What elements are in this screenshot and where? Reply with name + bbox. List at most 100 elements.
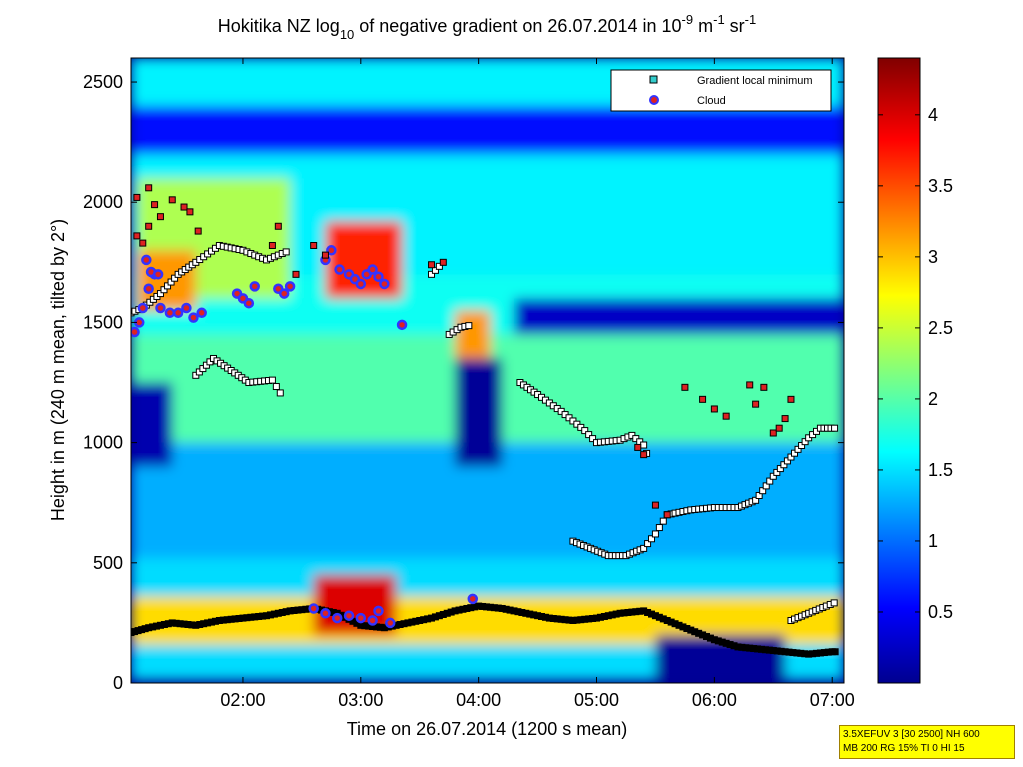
gradient-minimum-marker xyxy=(794,445,802,453)
x-axis-label: Time on 26.07.2014 (1200 s mean) xyxy=(347,719,628,739)
gradient-minimum-marker xyxy=(766,477,774,485)
y-tick-label: 1500 xyxy=(83,312,123,332)
cloud-square-marker xyxy=(168,196,176,204)
x-axis: 02:00 03:00 04:00 05:00 06:00 07:00 xyxy=(220,58,855,710)
colorbar-tick-label: 1 xyxy=(928,531,938,551)
cloud-marker xyxy=(284,281,296,292)
gradient-minimum-marker xyxy=(171,274,179,282)
cloud-square-marker xyxy=(156,213,164,221)
gradient-minimum-marker xyxy=(798,442,806,449)
gradient-minimum-marker xyxy=(759,487,767,495)
cloud-marker xyxy=(373,271,384,282)
gradient-minimum-marker xyxy=(160,286,168,294)
gradient-minimum-marker xyxy=(644,540,652,548)
cloud-square-marker xyxy=(145,222,153,230)
cloud-square-marker xyxy=(699,395,707,403)
heat-region-14 xyxy=(514,298,844,335)
colorbar-tick-label: 2 xyxy=(928,389,938,409)
gradient-minimum-marker xyxy=(589,435,597,443)
legend-label-gradient-minimum: Gradient local minimum xyxy=(697,75,813,87)
cloud-square-marker xyxy=(722,412,730,420)
gradient-minimum-marker xyxy=(465,322,473,330)
gradient-minimum-marker xyxy=(659,517,667,525)
cloud-square-marker xyxy=(180,203,188,211)
x-tick-label: 05:00 xyxy=(574,690,619,710)
cloud-marker xyxy=(396,319,408,331)
cloud-square-marker xyxy=(186,208,194,216)
colorbar-tick-label: 4 xyxy=(928,105,938,125)
colorbar: 0.5 1 1.5 2 2.5 3 3.5 4 xyxy=(877,57,953,684)
gradient-minimum-marker xyxy=(640,544,648,552)
colorbar-tick-label: 2.5 xyxy=(928,318,953,338)
cloud-square-marker xyxy=(133,193,141,201)
x-tick-label: 02:00 xyxy=(220,690,265,710)
y-tick-label: 2000 xyxy=(83,192,123,212)
legend: Gradient local minimum Cloud xyxy=(610,69,832,112)
colorbar-gradient xyxy=(877,57,921,684)
cloud-square-marker xyxy=(752,400,760,408)
cloud-layer xyxy=(131,184,795,629)
heat-region-16 xyxy=(131,106,844,155)
cloud-square-marker xyxy=(310,242,318,249)
cloud-marker xyxy=(141,254,152,266)
cloud-marker xyxy=(326,245,337,256)
cloud-square-marker xyxy=(145,184,153,192)
cloud-marker xyxy=(355,612,367,624)
gradient-minimum-marker xyxy=(755,492,763,499)
cloud-marker xyxy=(243,297,255,309)
cloud-marker xyxy=(379,278,390,290)
colorbar-tick-label: 0.5 xyxy=(928,602,953,622)
cloud-square-marker xyxy=(640,451,648,459)
gradient-minimum-marker xyxy=(780,461,788,469)
heat-region-9 xyxy=(455,310,491,359)
cloud-marker xyxy=(181,302,192,314)
legend-marker-cloud xyxy=(649,95,659,105)
x-tick-label: 04:00 xyxy=(456,690,501,710)
gradient-minimum-marker xyxy=(752,496,760,504)
plot-area xyxy=(131,58,844,683)
gradient-minimum-marker xyxy=(776,465,784,473)
cloud-marker xyxy=(367,615,378,626)
cloud-square-marker xyxy=(760,383,768,391)
gradient-minimum-marker xyxy=(787,453,795,461)
cloud-square-marker xyxy=(274,222,282,230)
x-tick-label: 07:00 xyxy=(810,690,855,710)
cloud-marker xyxy=(367,264,378,275)
cloud-square-marker xyxy=(194,227,202,235)
cloud-square-marker xyxy=(634,443,642,451)
gradient-minimum-marker xyxy=(272,383,280,391)
cloud-marker xyxy=(249,281,260,292)
cloud-square-marker xyxy=(746,381,754,389)
cloud-square-marker xyxy=(151,201,159,209)
gradient-minimum-marker xyxy=(428,270,436,278)
cloud-marker xyxy=(308,603,319,614)
cloud-marker xyxy=(131,326,140,338)
cloud-square-marker xyxy=(710,405,718,413)
info-box: 3.5XEFUV 3 [30 2500] NH 600 MB 200 RG 15… xyxy=(839,725,1015,759)
cloud-marker xyxy=(152,269,164,280)
gradient-minimum-marker xyxy=(164,282,172,290)
cloud-square-marker xyxy=(681,383,689,391)
gradient-minimum-marker xyxy=(581,427,589,435)
y-tick-label: 500 xyxy=(93,553,123,573)
x-tick-label: 06:00 xyxy=(692,690,737,710)
gradient-minimum-marker xyxy=(773,468,781,476)
y-axis-label: Height in m (240 m mean, tilted by 2°) xyxy=(48,219,68,521)
cloud-square-marker xyxy=(787,395,795,403)
legend-label-cloud: Cloud xyxy=(697,95,726,107)
cloud-square-marker xyxy=(769,429,777,437)
cloud-square-marker xyxy=(775,424,783,432)
cloud-square-marker xyxy=(321,251,329,259)
gradient-minimum-marker xyxy=(276,389,284,397)
gradient-minimum-marker xyxy=(167,278,175,286)
cloud-marker xyxy=(373,605,384,617)
cloud-marker xyxy=(137,302,149,314)
cloud-marker xyxy=(355,278,367,290)
gradient-minimum-marker xyxy=(585,431,593,439)
info-line-1: 3.5XEFUV 3 [30 2500] NH 600 xyxy=(843,729,980,740)
gradient-minimum-marker xyxy=(431,266,439,274)
cloud-square-marker xyxy=(268,242,276,249)
gradient-minimum-marker xyxy=(783,457,791,465)
gradient-minimum-marker xyxy=(762,482,770,490)
